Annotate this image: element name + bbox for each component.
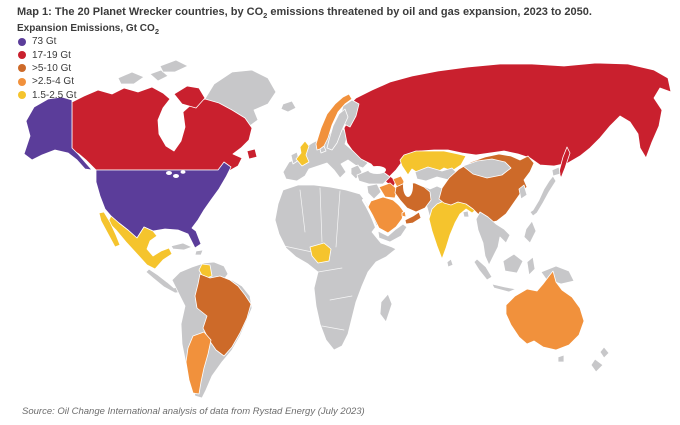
map-title-text: Map 1: The 20 Planet Wrecker countries, … xyxy=(17,6,264,18)
country-usa-alaska xyxy=(23,96,93,171)
caspian-sea xyxy=(403,175,413,197)
landmass-cuba xyxy=(170,242,193,251)
country-saudi-arabia xyxy=(367,196,405,234)
country-india xyxy=(428,198,479,260)
legend-item: 17-19 Gt xyxy=(18,48,76,61)
landmass-borneo xyxy=(502,253,524,274)
landmass-philippines xyxy=(523,220,537,244)
legend-title-text: Expansion Emissions, Gt CO xyxy=(17,23,155,34)
country-argentina xyxy=(185,331,212,395)
landmass-arctic-islands xyxy=(159,59,189,73)
country-uae xyxy=(404,211,422,225)
landmass-tasmania xyxy=(557,354,565,363)
persian-gulf xyxy=(395,200,408,214)
landmass-sulawesi xyxy=(526,256,536,276)
legend-label: >5-10 Gt xyxy=(32,62,72,74)
map-title: Map 1: The 20 Planet Wrecker countries, … xyxy=(17,6,667,20)
legend-swatch-icon xyxy=(18,51,26,60)
country-canada-newfoundland xyxy=(246,148,258,160)
legend-title: Expansion Emissions, Gt CO2 xyxy=(17,23,159,36)
legend-swatch-icon xyxy=(18,77,26,86)
legend-swatch-icon xyxy=(18,91,26,100)
country-uk xyxy=(295,140,310,167)
landmass-africa xyxy=(274,184,397,351)
landmass-hispaniola xyxy=(194,249,204,256)
country-nigeria xyxy=(309,242,332,264)
africa-internal-borders xyxy=(283,187,353,331)
landmass-new-zealand xyxy=(590,358,604,373)
country-russia xyxy=(343,62,672,189)
landmass-sumatra xyxy=(473,258,493,281)
landmass-new-zealand xyxy=(599,346,610,359)
landmass-denmark xyxy=(319,145,327,154)
red-sea xyxy=(361,198,378,229)
country-mexico-baja xyxy=(98,211,121,248)
legend-swatch-icon xyxy=(18,64,26,73)
country-china xyxy=(438,153,535,224)
country-mexico xyxy=(107,215,173,270)
country-brazil xyxy=(194,273,252,357)
legend-item: >2.5-4 Gt xyxy=(18,75,76,88)
legend-label: 1.5-2.5 Gt xyxy=(32,89,77,101)
great-lakes xyxy=(180,170,186,174)
landmass-bangladesh xyxy=(462,210,470,218)
country-australia xyxy=(505,270,585,351)
legend-swatch-icon xyxy=(18,37,26,46)
source-note: Source: Oil Change International analysi… xyxy=(22,406,365,417)
co2-subscript: 2 xyxy=(154,27,159,36)
legend-label: >2.5-4 Gt xyxy=(32,76,74,88)
legend-label: 17-19 Gt xyxy=(32,49,71,61)
landmass-sweden xyxy=(326,108,349,151)
landmass-hokkaido xyxy=(551,166,561,177)
black-sea xyxy=(368,166,386,174)
landmass-indochina xyxy=(475,211,511,266)
legend-item: >5-10 Gt xyxy=(18,62,76,75)
great-lakes xyxy=(173,174,179,178)
legend-item: 73 Gt xyxy=(18,35,76,48)
map-title-text-suffix: emissions threatened by oil and gas expa… xyxy=(267,6,592,18)
landmass-mongolia xyxy=(462,158,512,179)
landmass-yemen-oman xyxy=(377,223,408,243)
country-russia-sakhalin xyxy=(558,146,571,179)
landmass-korea xyxy=(518,184,528,200)
landmass-java xyxy=(491,283,517,293)
landmass-levant xyxy=(366,183,382,200)
country-canada-baffin xyxy=(173,85,206,109)
legend: 73 Gt 17-19 Gt >5-10 Gt >2.5-4 Gt 1.5-2.5 Gt xyxy=(18,35,76,102)
legend-item: 1.5-2.5 Gt xyxy=(18,89,76,102)
landmass-arctic-islands xyxy=(117,71,145,85)
landmass-iceland xyxy=(280,100,297,113)
landmass-madagascar xyxy=(379,293,393,323)
landmass-europe xyxy=(282,127,369,182)
landmass-japan xyxy=(529,175,557,217)
great-lakes xyxy=(166,171,172,175)
co2-subscript: 2 xyxy=(263,11,268,21)
landmass-arctic-islands xyxy=(149,69,169,82)
legend-label: 73 Gt xyxy=(32,36,57,48)
landmass-sri-lanka xyxy=(446,258,454,268)
